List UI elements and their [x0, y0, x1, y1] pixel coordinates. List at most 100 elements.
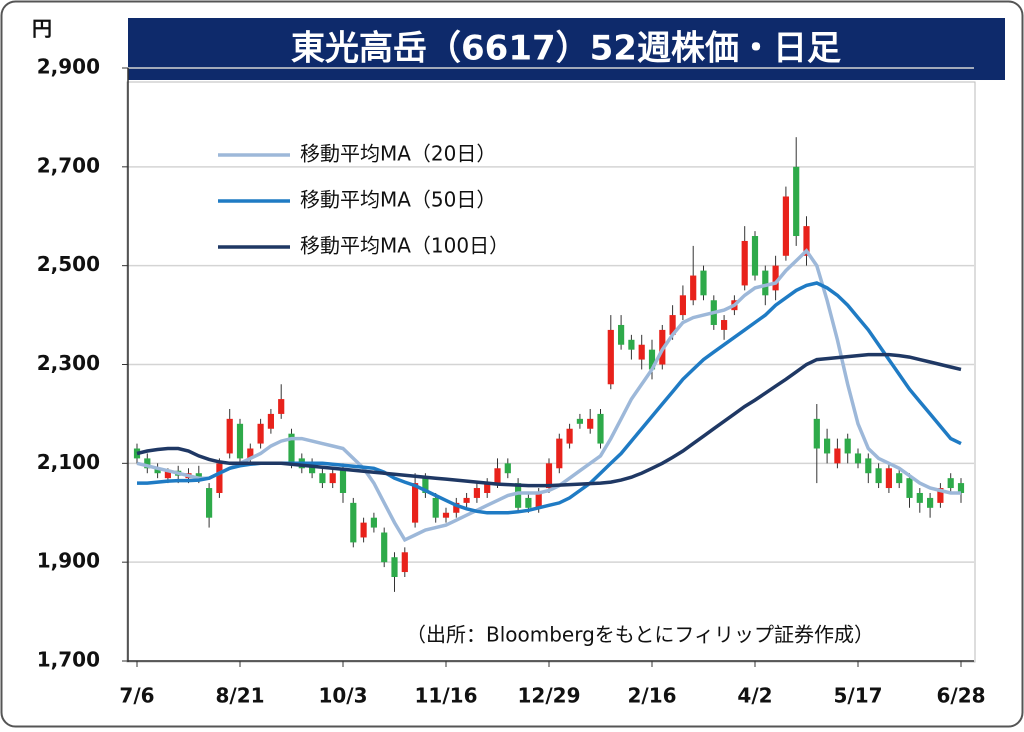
candle-body	[329, 473, 336, 484]
candle-body	[226, 418, 233, 454]
legend-label: 移動平均MA（50日）	[300, 188, 496, 212]
candle-body	[803, 226, 810, 256]
candle-body	[216, 463, 223, 493]
y-tick-label: 2,500	[37, 252, 100, 276]
candle-body	[751, 236, 759, 276]
candle-body	[370, 517, 377, 528]
x-tick-label: 2/16	[627, 684, 676, 708]
candle-body	[247, 448, 254, 459]
candle-body	[164, 470, 171, 479]
ma-line	[136, 352, 962, 488]
candle-body	[422, 478, 429, 493]
candle-body	[597, 413, 604, 444]
candle-body	[206, 488, 213, 518]
candle-body	[309, 463, 316, 474]
candle-body	[587, 418, 594, 429]
candle-body	[545, 463, 553, 489]
source-note: （出所：Bloombergをもとにフィリップ証券作成）	[406, 623, 874, 647]
candle-body	[628, 339, 635, 350]
candle-body	[937, 488, 944, 503]
candle-body	[947, 478, 954, 489]
legend-label: 移動平均MA（100日）	[300, 234, 509, 258]
candle-body	[257, 423, 264, 444]
candle-body	[824, 438, 831, 454]
candle-body	[700, 270, 707, 296]
x-tick-label: 8/21	[215, 684, 264, 708]
candle-body	[381, 532, 388, 563]
candle-body	[463, 497, 470, 503]
candle-body	[556, 438, 563, 469]
candle-body	[401, 552, 408, 573]
candle-body	[339, 468, 347, 493]
candle-body	[515, 483, 522, 508]
candle-body	[875, 468, 882, 484]
x-tick-label: 5/17	[833, 684, 882, 708]
candle-body	[442, 512, 450, 518]
candle-body	[865, 458, 872, 474]
candle-body	[648, 349, 656, 370]
candle-body	[690, 275, 697, 301]
candle-body	[350, 502, 357, 543]
candle-body	[834, 448, 841, 464]
y-tick-label: 1,700	[37, 648, 100, 672]
candle-body	[885, 468, 892, 489]
candle-body	[144, 458, 151, 469]
x-tick-label: 6/28	[936, 684, 985, 708]
candle-body	[618, 324, 625, 345]
candle-body	[195, 473, 202, 479]
candle-body	[319, 473, 326, 484]
chart-title: 東光高岳（6617）52週株価・日足	[291, 29, 841, 69]
candle-body	[525, 497, 532, 508]
ma-line	[136, 248, 961, 543]
candle-body	[762, 270, 769, 296]
candle-body	[638, 344, 645, 360]
candle-body	[793, 166, 800, 237]
candle-body	[236, 423, 244, 459]
candle-body	[813, 418, 820, 449]
candle-body	[453, 502, 460, 513]
candle-body	[957, 483, 965, 493]
x-tick-label: 7/6	[119, 684, 154, 708]
candle-body	[278, 399, 285, 414]
candle-body	[288, 433, 295, 464]
candle-body	[854, 453, 862, 464]
candle-body	[916, 492, 923, 503]
candle-body	[772, 265, 779, 291]
candle-body	[927, 497, 934, 508]
y-tick-label: 2,100	[37, 450, 100, 474]
candle-body	[844, 438, 851, 454]
candle-body	[473, 488, 480, 498]
candle-body	[607, 329, 614, 385]
candle-body	[566, 428, 573, 444]
candle-body	[741, 240, 748, 286]
plot-area	[126, 81, 976, 663]
candle-body	[504, 463, 511, 474]
x-tick-label: 11/16	[415, 684, 478, 708]
candle-body	[576, 418, 583, 424]
candle-body	[267, 413, 274, 429]
candle-body	[896, 473, 903, 484]
y-tick-label: 2,300	[37, 351, 100, 375]
y-unit: 円	[32, 17, 52, 41]
candle-body	[906, 478, 913, 498]
candle-body	[782, 196, 789, 256]
x-tick-label: 10/3	[318, 684, 367, 708]
x-tick-label: 4/2	[737, 684, 772, 708]
candle-body	[154, 468, 161, 474]
y-tick-label: 1,900	[37, 549, 100, 573]
y-tick-label: 2,900	[37, 55, 100, 79]
candle-body	[494, 468, 501, 484]
y-tick-label: 2,700	[37, 153, 100, 177]
candle-body	[535, 492, 542, 508]
x-tick-label: 12/29	[518, 684, 581, 708]
candle-body	[669, 315, 676, 335]
title-banner	[128, 18, 1005, 80]
candle-body	[360, 522, 367, 538]
candle-body	[412, 483, 419, 523]
legend-label: 移動平均MA（20日）	[300, 142, 496, 166]
candle-body	[391, 557, 398, 577]
candle-body	[484, 483, 491, 493]
candle-body	[679, 295, 686, 316]
candle-body	[432, 497, 439, 518]
